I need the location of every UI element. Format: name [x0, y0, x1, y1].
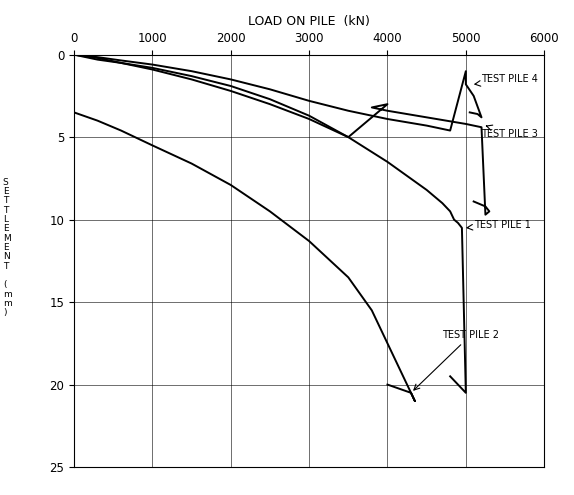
Text: S
E
T
T
L
E
M
E
N
T
 
(
m
m
): S E T T L E M E N T ( m m ): [3, 178, 11, 317]
Text: TEST PILE 3: TEST PILE 3: [482, 125, 538, 139]
Text: TEST PILE 1: TEST PILE 1: [467, 220, 530, 230]
Text: TEST PILE 4: TEST PILE 4: [475, 74, 538, 86]
Text: TEST PILE 2: TEST PILE 2: [414, 330, 499, 390]
X-axis label: LOAD ON PILE  (kN): LOAD ON PILE (kN): [248, 15, 370, 28]
